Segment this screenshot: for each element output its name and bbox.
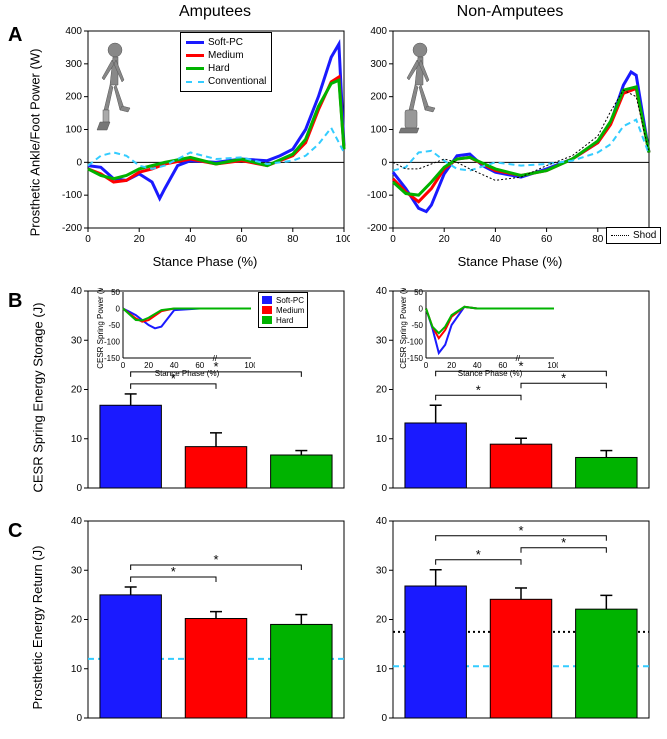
svg-text:40: 40	[185, 234, 197, 245]
svg-text:20: 20	[376, 615, 388, 626]
legend-medium: Medium	[208, 50, 244, 61]
svg-text:*: *	[518, 523, 523, 538]
legend-shod: Shod	[633, 230, 656, 241]
svg-text:400: 400	[370, 26, 387, 37]
svg-text:60: 60	[541, 234, 553, 245]
svg-text:*: *	[171, 564, 176, 579]
svg-text:CESR Spring Power (W): CESR Spring Power (W)	[399, 288, 408, 369]
panel-b-left-inset: //-150-100-500500204060100CESR Spring Po…	[95, 288, 255, 378]
svg-text:30: 30	[71, 565, 83, 576]
legend-conventional: Conventional	[208, 76, 266, 87]
svg-text:20: 20	[71, 385, 83, 396]
svg-text:-150: -150	[407, 354, 424, 363]
svg-text:20: 20	[447, 361, 456, 370]
svg-text:-50: -50	[411, 321, 423, 330]
walker-amputee-icon	[80, 40, 150, 135]
svg-text:*: *	[561, 535, 566, 550]
panel-c-right-chart: 0 10 20 30 40 * * *	[365, 515, 655, 730]
panel-a-legend: Soft-PC Medium Hard Conventional	[180, 32, 272, 92]
svg-text:50: 50	[111, 288, 120, 297]
svg-text:80: 80	[592, 234, 604, 245]
svg-text:100: 100	[336, 234, 350, 245]
svg-text:0: 0	[381, 157, 387, 168]
svg-text:50: 50	[414, 288, 423, 297]
svg-text:20: 20	[71, 615, 83, 626]
panel-b-right-inset: //-150-100-500500204060100CESR Spring Po…	[398, 288, 558, 378]
svg-text:10: 10	[71, 434, 83, 445]
svg-text:0: 0	[76, 483, 82, 494]
svg-text:10: 10	[71, 664, 83, 675]
svg-text:0: 0	[381, 713, 387, 724]
panel-a-left-xlabel: Stance Phase (%)	[130, 254, 280, 269]
svg-text:0: 0	[121, 361, 126, 370]
panel-c-left-chart: 0 10 20 30 40 * *	[60, 515, 350, 730]
panel-b-inset-legend: Soft-PC Medium Hard	[258, 292, 308, 328]
svg-text://: //	[213, 354, 218, 363]
svg-text:*: *	[213, 552, 218, 567]
svg-text:-100: -100	[62, 190, 82, 201]
svg-text:40: 40	[71, 286, 83, 297]
svg-text:30: 30	[71, 335, 83, 346]
svg-text:0: 0	[76, 157, 82, 168]
panel-label-c: C	[8, 520, 22, 543]
svg-text:40: 40	[376, 516, 388, 527]
svg-text:30: 30	[376, 565, 388, 576]
svg-text:-100: -100	[104, 338, 121, 347]
legend-soft-pc: Soft-PC	[208, 37, 243, 48]
svg-text:0: 0	[85, 234, 91, 245]
svg-text:-150: -150	[104, 354, 121, 363]
panel-c-ylabel: Prosthetic Energy Return (J)	[30, 535, 45, 720]
svg-text:0: 0	[381, 483, 387, 494]
svg-text:20: 20	[439, 234, 451, 245]
svg-text:-100: -100	[407, 338, 424, 347]
svg-text:10: 10	[376, 664, 388, 675]
svg-text:0: 0	[419, 305, 424, 314]
svg-text:*: *	[561, 370, 566, 385]
svg-text:20: 20	[376, 385, 388, 396]
svg-text:-200: -200	[367, 223, 387, 234]
svg-text:100: 100	[244, 361, 255, 370]
walker-nonamputee-icon	[385, 40, 455, 135]
svg-text:0: 0	[116, 305, 121, 314]
svg-text:*: *	[476, 547, 481, 562]
inset-legend-soft: Soft-PC	[276, 296, 304, 305]
svg-text:60: 60	[236, 234, 248, 245]
svg-text:20: 20	[144, 361, 153, 370]
col-header-left: Amputees	[75, 3, 355, 21]
svg-text:400: 400	[65, 26, 82, 37]
svg-text:Stance Phase (%): Stance Phase (%)	[155, 369, 220, 378]
svg-text:0: 0	[424, 361, 429, 370]
svg-text:100: 100	[547, 361, 558, 370]
svg-text:40: 40	[71, 516, 83, 527]
panel-a-right-xlabel: Stance Phase (%)	[435, 254, 585, 269]
svg-text:0: 0	[390, 234, 396, 245]
svg-text:0: 0	[76, 713, 82, 724]
svg-text:CESR Spring Power (W): CESR Spring Power (W)	[96, 288, 105, 369]
panel-label-a: A	[8, 24, 22, 47]
svg-text:-50: -50	[108, 321, 120, 330]
svg-text:-100: -100	[367, 190, 387, 201]
svg-text:*: *	[476, 382, 481, 397]
svg-text:40: 40	[376, 286, 388, 297]
shod-legend: Shod	[606, 227, 661, 244]
svg-text:Stance Phase (%): Stance Phase (%)	[458, 369, 523, 378]
inset-legend-medium: Medium	[276, 306, 304, 315]
svg-text:80: 80	[287, 234, 299, 245]
panel-label-b: B	[8, 290, 22, 313]
svg-text:40: 40	[490, 234, 502, 245]
panel-a-ylabel: Prosthetic Ankle/Foot Power (W)	[28, 43, 43, 243]
svg-text:20: 20	[134, 234, 146, 245]
svg-text:-200: -200	[62, 223, 82, 234]
inset-legend-hard: Hard	[276, 316, 293, 325]
svg-text:30: 30	[376, 335, 388, 346]
figure-root: Amputees Non-Amputees A B C Prosthetic A…	[0, 0, 667, 739]
svg-text://: //	[516, 354, 521, 363]
svg-text:10: 10	[376, 434, 388, 445]
panel-b-ylabel: CESR Spring Energy Storage (J)	[31, 298, 46, 498]
legend-hard: Hard	[208, 63, 230, 74]
col-header-right: Non-Amputees	[370, 3, 650, 21]
